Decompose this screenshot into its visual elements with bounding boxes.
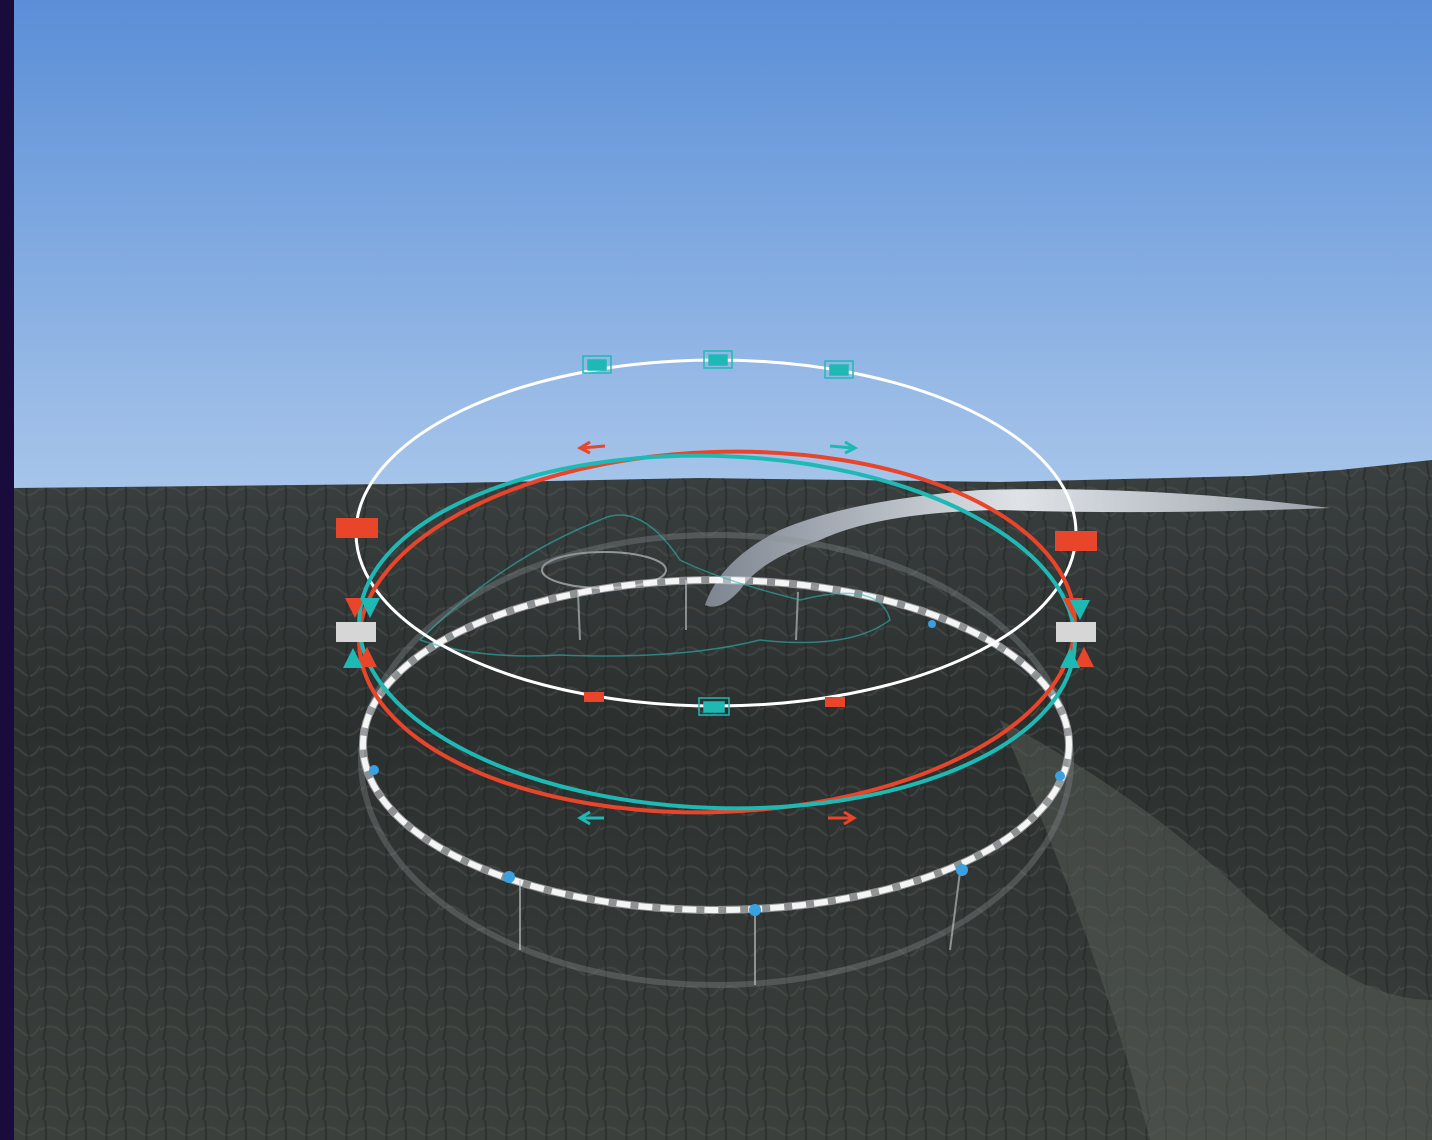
access-points xyxy=(369,620,1065,916)
teal-markers xyxy=(343,350,1090,826)
shafts xyxy=(519,580,961,985)
red-markers xyxy=(336,440,1097,826)
mountain xyxy=(1000,720,1432,1140)
side-bar xyxy=(0,0,14,1140)
tunnel-dashes xyxy=(360,577,1072,913)
lake xyxy=(705,489,1330,607)
teal-beam xyxy=(357,453,1077,811)
border-line xyxy=(419,514,891,657)
sky xyxy=(14,0,1432,490)
red-beam xyxy=(357,449,1077,815)
detectors xyxy=(336,622,1096,642)
